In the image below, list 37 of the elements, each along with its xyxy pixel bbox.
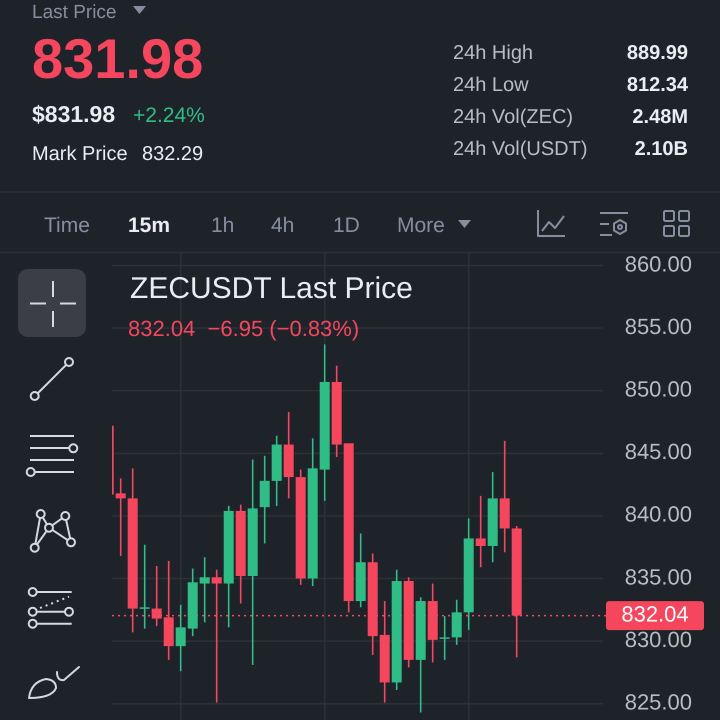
text: 2.48M [632, 106, 688, 128]
y-tick-label: 855.00 [624, 314, 692, 339]
text: 4h [271, 214, 294, 237]
text: $831.98 [32, 101, 116, 127]
text: More [397, 214, 445, 237]
text: 24h Low [453, 74, 530, 96]
y-tick-label: 840.00 [624, 502, 692, 527]
y-tick-label: 830.00 [624, 626, 692, 652]
text: 24h Vol(USDT) [453, 138, 588, 160]
text: 832.29 [142, 143, 204, 165]
text: 24h High [453, 42, 534, 64]
candlestick [176, 604, 186, 672]
y-tick-label: 850.00 [624, 376, 692, 402]
y-tick-label: 835.00 [624, 564, 692, 590]
text: 889.99 [626, 42, 688, 64]
candlestick [200, 556, 210, 624]
y-tick-label: 860.00 [624, 251, 692, 276]
text: Mark Price [32, 143, 128, 165]
y-tick-label: 845.00 [624, 439, 692, 464]
text: Last Price [32, 2, 116, 23]
text: 24h Vol(ZEC) [453, 106, 574, 128]
candlestick [440, 615, 450, 661]
text: ZECUSDT Last Price [130, 272, 413, 305]
text: 15m [128, 214, 170, 237]
candlestick [116, 478, 126, 557]
ref-line-label: 832.04 [621, 601, 689, 626]
text: 832.04 −6.95 (−0.83%) [128, 316, 360, 341]
text: 1h [211, 214, 234, 237]
text: 2.10B [634, 138, 688, 160]
text: 1D [333, 214, 360, 237]
text: +2.24% [133, 104, 205, 127]
text: 831.98 [32, 27, 204, 90]
candlestick [476, 495, 486, 568]
text: 812.34 [626, 74, 689, 96]
candlestick [140, 544, 150, 630]
text: Time [44, 214, 90, 237]
y-tick-label: 825.00 [624, 690, 692, 715]
